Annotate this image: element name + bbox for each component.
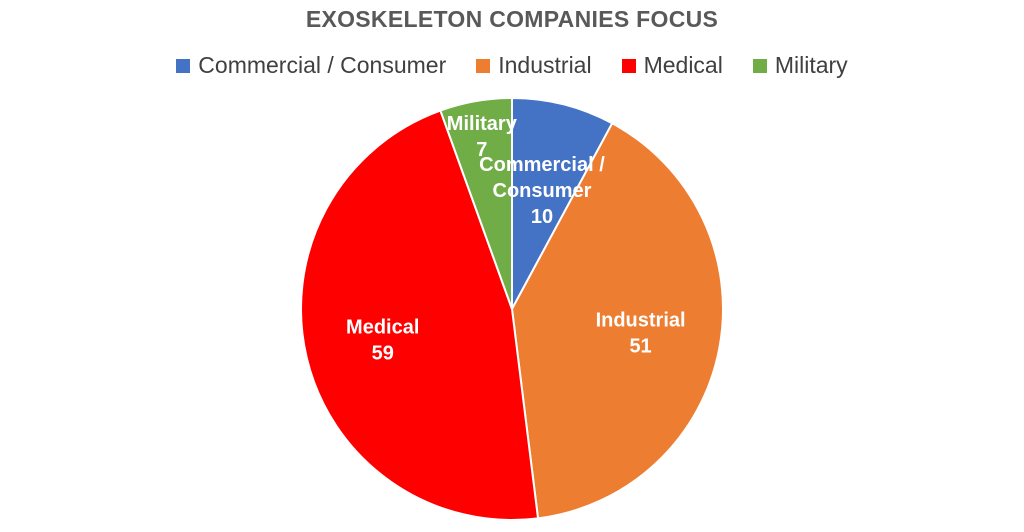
pie-slice-industrial [510,121,724,520]
pie-slice-military [439,96,513,310]
legend-item-military: Military [752,52,848,79]
data-label-military: Military 7 [447,113,518,161]
legend-label-commercial-consumer: Commercial / Consumer [198,52,447,78]
legend-item-industrial: Industrial [476,52,592,79]
data-label-medical: Medical 59 [346,316,419,364]
legend-swatch-commercial-consumer [176,58,191,73]
legend-item-commercial-consumer: Commercial / Consumer [176,52,446,79]
legend-label-medical: Medical [643,52,723,78]
data-label-name: Medical [346,316,419,338]
pie-slice-medical [300,109,540,521]
legend-swatch-medical [621,58,636,73]
data-label-commercial-consumer: Commercial / Consumer 10 [479,154,605,228]
data-label-value: 10 [531,206,553,228]
legend-item-medical: Medical [621,52,723,79]
pie-slice-commercial-consumer [511,96,614,310]
data-label-name: Commercial / [479,154,605,176]
data-label-name: Industrial [596,310,686,332]
legend-label-military: Military [774,52,848,78]
legend-swatch-military [752,58,767,73]
legend-label-industrial: Industrial [498,52,592,78]
data-label-value: 59 [372,342,394,364]
data-label-industrial: Industrial 51 [596,310,686,358]
chart-title: EXOSKELETON COMPANIES FOCUS [305,6,719,32]
data-label-name: Military [447,113,518,135]
data-label-value: 7 [476,139,487,161]
data-label-value: 51 [629,336,651,358]
chart-legend: Commercial / Consumer Industrial Medical… [0,52,1024,79]
data-label-name: Consumer [493,180,592,202]
legend-swatch-industrial [476,58,491,73]
